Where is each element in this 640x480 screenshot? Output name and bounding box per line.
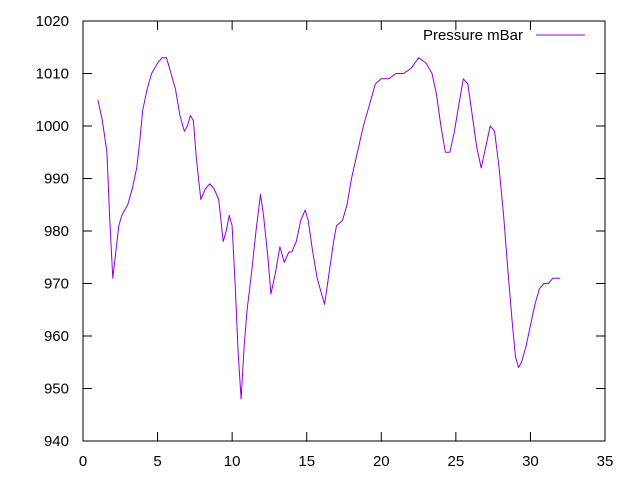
- plot-frame: [82, 20, 606, 442]
- y-tick-label: 940: [44, 433, 69, 450]
- x-tick-label: 15: [298, 453, 315, 470]
- x-tick-label: 10: [224, 453, 241, 470]
- legend-label: Pressure mBar: [423, 27, 523, 44]
- series-layer: [97, 57, 561, 400]
- x-tick-label: 35: [597, 453, 614, 470]
- y-tick-label: 980: [44, 223, 69, 240]
- legend: Pressure mBar: [423, 27, 585, 44]
- y-tick-label: 960: [44, 328, 69, 345]
- y-tick-label: 1000: [36, 118, 69, 135]
- y-tick-label: 990: [44, 171, 69, 188]
- y-tick-label: 970: [44, 276, 69, 293]
- y-tick-label: 1020: [36, 13, 69, 30]
- y-axis: 940 950 960 970 980 990 1000 1010 1020: [36, 13, 605, 450]
- y-tick-label: 950: [44, 381, 69, 398]
- x-tick-label: 0: [79, 453, 87, 470]
- x-tick-label: 5: [153, 453, 161, 470]
- series-line-pressure: [97, 57, 561, 400]
- x-tick-label: 20: [373, 453, 390, 470]
- y-tick-label: 1010: [36, 66, 69, 83]
- x-tick-label: 30: [522, 453, 539, 470]
- x-axis: 0 5 10 15 20 25 30 35: [79, 21, 614, 470]
- x-tick-label: 25: [448, 453, 465, 470]
